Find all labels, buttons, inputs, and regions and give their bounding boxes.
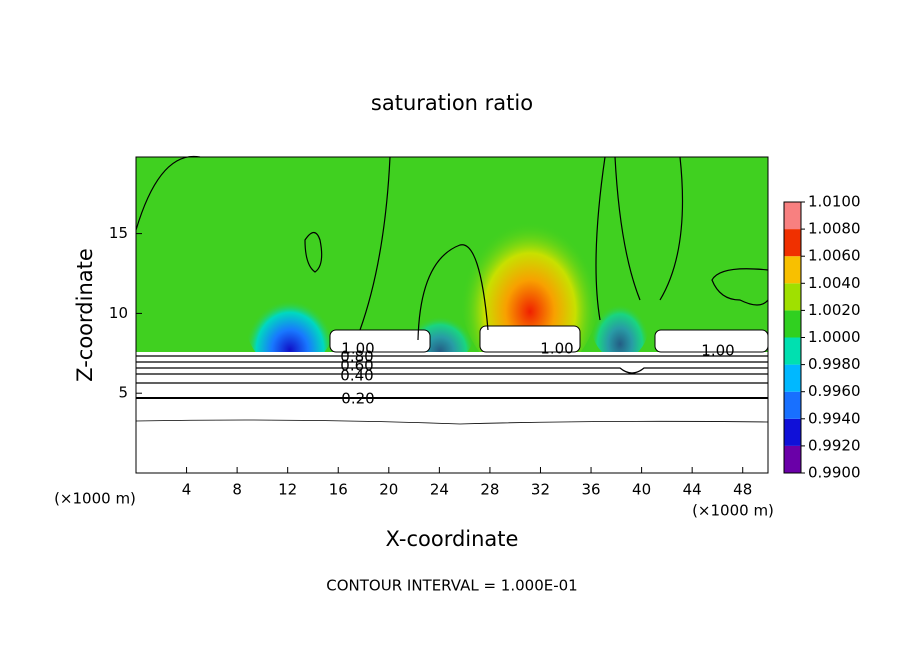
x-axis-title: X-coordinate bbox=[386, 527, 519, 551]
y-axis-title: Z-coordinate bbox=[73, 248, 97, 382]
colorbar-tick-label: 1.0100 bbox=[808, 193, 861, 211]
x-tick-label: 36 bbox=[581, 481, 600, 499]
colorbar-band bbox=[784, 418, 801, 446]
field-region bbox=[329, 329, 431, 353]
colorbar-band bbox=[784, 202, 801, 230]
colorbar-tick-label: 0.9940 bbox=[808, 409, 861, 427]
colorbar-tick-label: 0.9960 bbox=[808, 382, 861, 400]
colorbar-band bbox=[784, 445, 801, 473]
colorbar-band bbox=[784, 283, 801, 311]
y-tick-label: 15 bbox=[109, 224, 128, 242]
contour-label: 0.60 bbox=[340, 357, 373, 375]
x-tick-label: 16 bbox=[329, 481, 348, 499]
x-tick-label: 24 bbox=[430, 481, 449, 499]
x-tick-label: 48 bbox=[733, 481, 752, 499]
x-unit-label: (×1000 m) bbox=[54, 490, 136, 508]
contour-label: 1.00 bbox=[540, 340, 573, 358]
contour-label: 1.00 bbox=[341, 340, 374, 358]
colorbar-tick-label: 1.0020 bbox=[808, 301, 861, 319]
contour-label: 0.40 bbox=[340, 367, 373, 385]
field-region bbox=[136, 352, 768, 473]
x-unit-label: (×1000 m) bbox=[692, 502, 774, 520]
field-region bbox=[590, 280, 650, 360]
contour-label: 0.80 bbox=[340, 348, 373, 366]
x-tick-label: 40 bbox=[632, 481, 651, 499]
x-tick-label: 12 bbox=[278, 481, 297, 499]
colorbar-band bbox=[784, 337, 801, 365]
colorbar-tick-label: 0.9980 bbox=[808, 355, 861, 373]
colorbar-tick-label: 0.9900 bbox=[808, 464, 861, 482]
footnote: CONTOUR INTERVAL = 1.000E-01 bbox=[326, 577, 577, 595]
x-tick-label: 20 bbox=[379, 481, 398, 499]
plot-frame bbox=[135, 156, 769, 474]
contour-lines bbox=[135, 155, 769, 425]
y-tick-label: 5 bbox=[118, 384, 128, 402]
colorbar-band bbox=[784, 364, 801, 392]
colorbar-band bbox=[784, 229, 801, 257]
x-tick-label: 32 bbox=[531, 481, 550, 499]
y-tick-label: 10 bbox=[109, 304, 128, 322]
colorbar-band bbox=[784, 256, 801, 284]
colorbar-tick-label: 0.9920 bbox=[808, 436, 861, 454]
field bbox=[135, 155, 769, 473]
chart-title: saturation ratio bbox=[371, 91, 533, 115]
contour-label: 1.00 bbox=[701, 342, 734, 360]
x-tick-label: 44 bbox=[683, 481, 702, 499]
x-tick-label: 4 bbox=[182, 481, 192, 499]
field-region bbox=[245, 270, 335, 370]
colorbar-band bbox=[784, 391, 801, 419]
colorbar-tick-label: 1.0000 bbox=[808, 328, 861, 346]
colorbar-band bbox=[784, 310, 801, 338]
colorbar-tick-label: 1.0080 bbox=[808, 220, 861, 238]
x-tick-label: 28 bbox=[480, 481, 499, 499]
colorbar-tick-label: 1.0040 bbox=[808, 274, 861, 292]
x-tick-label: 8 bbox=[232, 481, 242, 499]
colorbar-tick-label: 1.0060 bbox=[808, 247, 861, 265]
field-region bbox=[479, 325, 581, 353]
contour-label: 0.20 bbox=[341, 390, 374, 408]
